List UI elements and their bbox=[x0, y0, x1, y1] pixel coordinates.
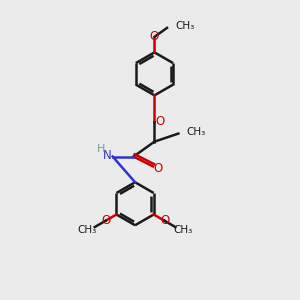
Text: CH₃: CH₃ bbox=[173, 225, 193, 235]
Text: CH₃: CH₃ bbox=[176, 21, 195, 32]
Text: O: O bbox=[150, 30, 159, 43]
Text: O: O bbox=[101, 214, 110, 227]
Text: O: O bbox=[155, 115, 164, 128]
Text: O: O bbox=[154, 162, 163, 175]
Text: O: O bbox=[160, 214, 169, 227]
Text: N: N bbox=[102, 148, 111, 162]
Text: H: H bbox=[97, 144, 106, 154]
Text: CH₃: CH₃ bbox=[187, 127, 206, 137]
Text: CH₃: CH₃ bbox=[77, 225, 97, 235]
